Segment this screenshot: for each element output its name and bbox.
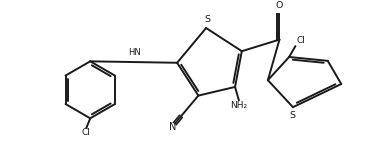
- Text: N: N: [168, 122, 176, 132]
- Text: S: S: [289, 111, 295, 120]
- Text: O: O: [276, 1, 283, 10]
- Text: S: S: [204, 15, 210, 24]
- Text: Cl: Cl: [296, 36, 305, 45]
- Text: Cl: Cl: [82, 128, 91, 137]
- Text: NH₂: NH₂: [230, 101, 247, 110]
- Text: HN: HN: [128, 48, 141, 57]
